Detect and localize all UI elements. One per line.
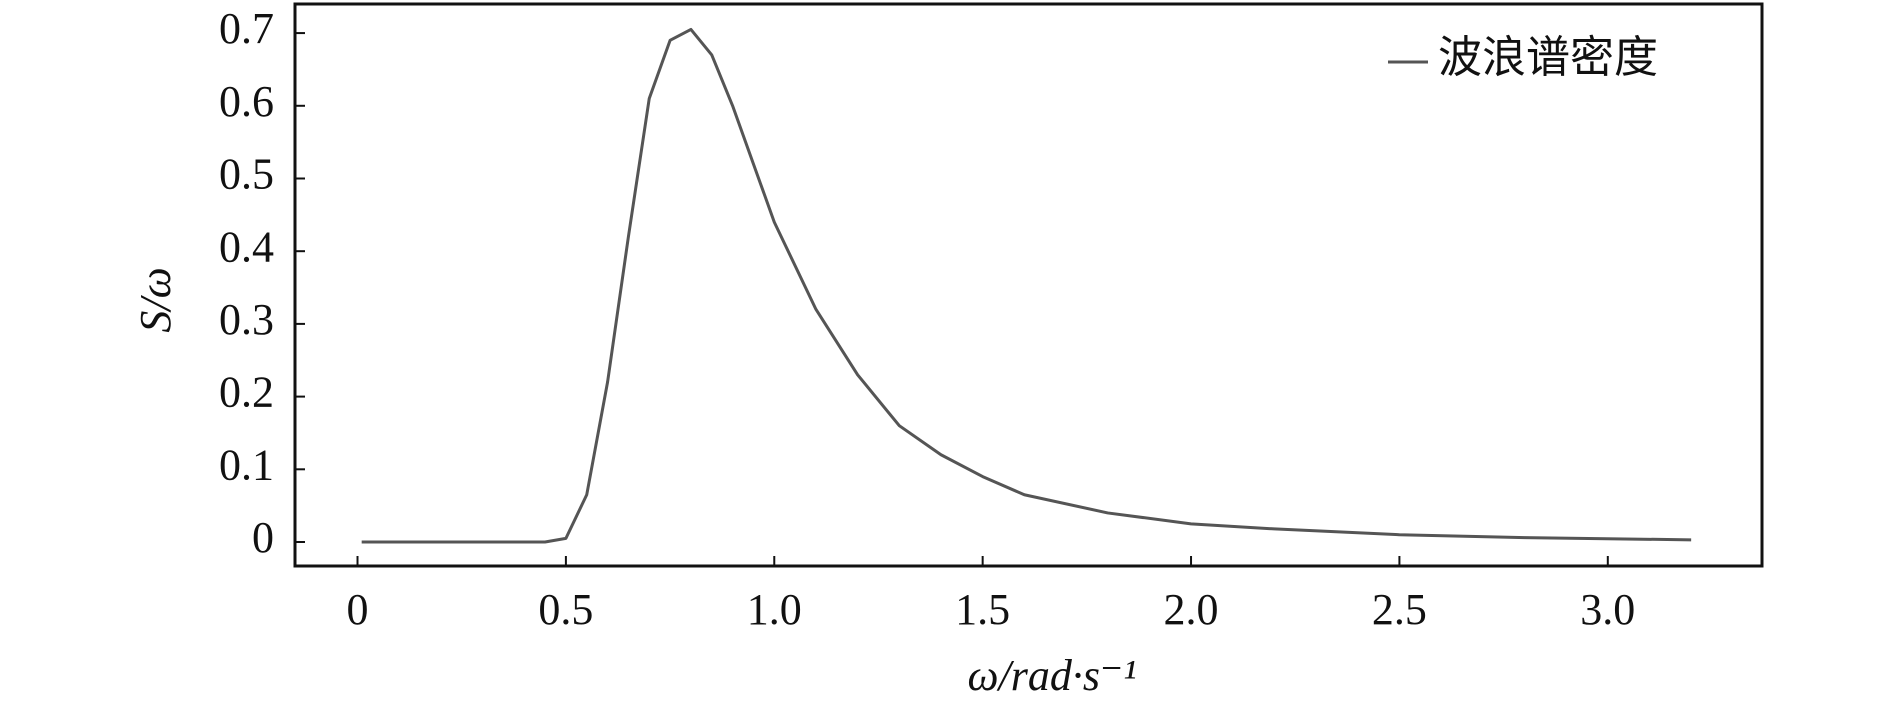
y-axis-label: S/ω — [131, 267, 180, 332]
x-tick-label: 1.5 — [955, 585, 1010, 634]
y-tick-label: 0.2 — [219, 368, 274, 417]
x-tick-label: 2.0 — [1164, 585, 1219, 634]
x-tick-label: 3.0 — [1580, 585, 1635, 634]
y-tick-label: 0.3 — [219, 295, 274, 344]
y-tick-label: 0.7 — [219, 4, 274, 53]
data-line — [361, 27, 1692, 544]
y-tick-label: 0.6 — [219, 77, 274, 126]
y-tick-label: 0.1 — [219, 440, 274, 489]
x-tick-label: 0.5 — [538, 585, 593, 634]
plot-frame — [293, 2, 1764, 568]
x-tick-label: 0 — [347, 585, 369, 634]
x-tick-label: 1.0 — [747, 585, 802, 634]
y-tick-label: 0 — [252, 513, 274, 562]
x-axis-label: ω/rad·s⁻¹ — [968, 651, 1137, 700]
legend-label: 波浪谱密度 — [1438, 33, 1658, 82]
x-tick-label: 2.5 — [1372, 585, 1427, 634]
y-tick-label: 0.5 — [219, 150, 274, 199]
y-tick-label: 0.4 — [219, 222, 274, 271]
